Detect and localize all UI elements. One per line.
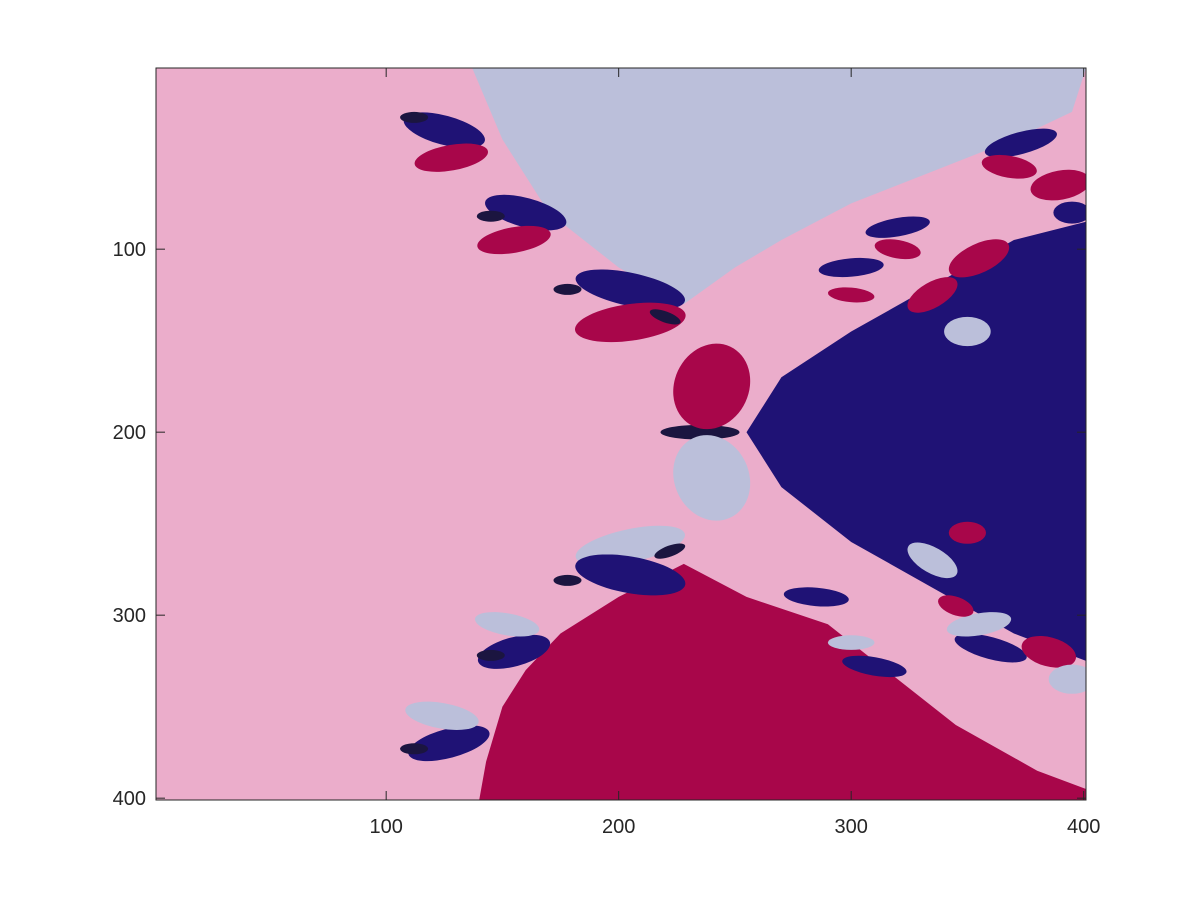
fractal-lobe-1 xyxy=(660,424,740,440)
fractal-lobe-21 xyxy=(1053,201,1086,224)
y-tick-label: 300 xyxy=(113,605,146,627)
fractal-lobe-11 xyxy=(477,225,551,255)
fractal-lobe-19 xyxy=(981,154,1037,179)
fractal-lobe-2 xyxy=(673,343,751,430)
fractal-lobe-18 xyxy=(984,128,1057,158)
fractal-lobe-37 xyxy=(948,521,987,544)
fractal-lobe-30 xyxy=(946,612,1012,637)
axes-box xyxy=(155,67,1087,801)
fractal-lobe-42 xyxy=(553,574,582,586)
fractal-lobe-39 xyxy=(400,111,429,123)
y-tick-label: 400 xyxy=(113,788,146,810)
fractal-lobe-13 xyxy=(474,612,540,637)
x-tick-label: 200 xyxy=(602,816,635,838)
y-axis: 100 200 300 400 xyxy=(113,239,1086,810)
fractal-lobe-28 xyxy=(827,287,875,303)
fractal-lobe-25 xyxy=(944,316,991,347)
fractal-lobe-36 xyxy=(907,542,958,579)
fractal-lobe-7 xyxy=(575,554,686,596)
fractal-lobe-24 xyxy=(948,239,1010,278)
fractal-lobe-17 xyxy=(405,701,479,730)
fractal-lobe-40 xyxy=(476,210,505,222)
fractal-lobe-26 xyxy=(907,277,958,313)
fractal-lobe-41 xyxy=(553,283,582,295)
fractal-lobe-27 xyxy=(818,257,884,278)
fractal-lobe-22 xyxy=(865,216,930,238)
fractal-lobe-31 xyxy=(1021,635,1077,668)
fractal-lobe-33 xyxy=(783,587,849,607)
basin-top xyxy=(472,68,1086,305)
basin-bottom xyxy=(479,563,1086,800)
fractal-lobe-23 xyxy=(874,239,921,260)
fractal-lobe-8 xyxy=(649,309,681,325)
fractal-lobe-15 xyxy=(414,143,489,172)
fractal-lobe-38 xyxy=(938,595,974,617)
x-tick-label: 400 xyxy=(1067,816,1100,838)
fractal-lobe-14 xyxy=(403,112,485,148)
fractal-lobe-43 xyxy=(476,649,505,661)
fractal-lobe-3 xyxy=(673,435,751,521)
basin-right xyxy=(746,221,1086,661)
fractal-lobe-34 xyxy=(842,655,907,678)
fractal-lobe-16 xyxy=(408,725,490,762)
plot-area xyxy=(156,68,1086,800)
y-tick-label: 200 xyxy=(113,422,146,444)
fractal-lobe-44 xyxy=(400,743,429,755)
x-tick-label: 100 xyxy=(369,816,402,838)
fractal-lobe-4 xyxy=(575,269,685,310)
x-axis: 100 200 300 400 xyxy=(369,68,1100,838)
fractal-lobe-32 xyxy=(1048,664,1086,694)
fractal-lobe-20 xyxy=(1030,169,1086,201)
fractal-lobe-29 xyxy=(954,633,1027,663)
y-tick-label: 100 xyxy=(113,239,146,261)
x-tick-label: 300 xyxy=(834,816,867,838)
fractal-lobe-35 xyxy=(827,635,875,650)
fractal-lobe-10 xyxy=(485,194,567,231)
fractal-lobe-9 xyxy=(654,543,686,559)
